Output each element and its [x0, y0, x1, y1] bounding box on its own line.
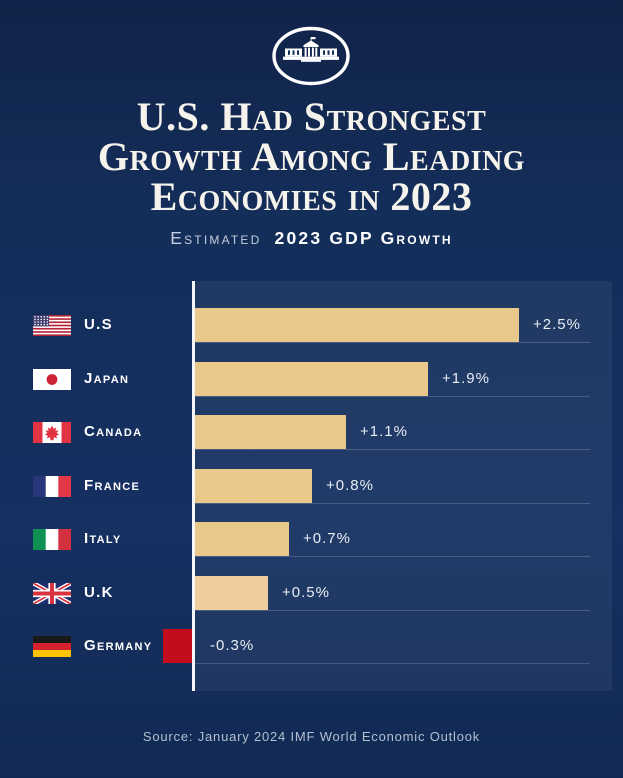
country-label-jp: Japan [84, 370, 130, 387]
chart-subtitle: Estimated 2023 GDP Growth [0, 228, 623, 249]
title-line-3: Economies in 2023 [150, 174, 473, 219]
flag-de [33, 635, 71, 657]
value-label-fr: +0.8% [326, 477, 374, 494]
flag-it [33, 528, 71, 550]
flag-ca [33, 421, 71, 443]
flag-us [33, 314, 71, 336]
row-gridline [193, 342, 590, 344]
it-flag-icon [33, 528, 71, 550]
bar-de [163, 629, 193, 663]
country-label-it: Italy [84, 530, 122, 547]
country-label-us: U.S [84, 316, 113, 333]
jp-flag-icon [33, 368, 71, 390]
value-label-jp: +1.9% [442, 370, 490, 387]
page-title: U.S. Had Strongest Growth Among Leading … [0, 97, 623, 217]
bar-us [193, 308, 519, 342]
country-label-fr: France [84, 477, 141, 494]
bar-uk [193, 576, 268, 610]
value-label-ca: +1.1% [360, 423, 408, 440]
country-label-de: Germany [84, 637, 153, 654]
bar-it [193, 522, 289, 556]
chart-axis-line [192, 281, 195, 691]
bar-jp [193, 362, 428, 396]
country-label-uk: U.K [84, 584, 114, 601]
fr-flag-icon [33, 475, 71, 497]
whitehouse-logo-icon [271, 25, 351, 87]
title-line-2: Growth Among Leading [97, 134, 526, 179]
row-gridline [193, 503, 590, 505]
row-gridline [193, 610, 590, 612]
subtitle-bold-text: 2023 GDP Growth [274, 228, 453, 248]
subtitle-light-text: Estimated [170, 228, 262, 248]
flag-jp [33, 368, 71, 390]
country-label-ca: Canada [84, 423, 143, 440]
bar-ca [193, 415, 346, 449]
row-gridline [193, 449, 590, 451]
value-label-it: +0.7% [303, 530, 351, 547]
uk-flag-icon [33, 582, 71, 604]
value-label-uk: +0.5% [282, 584, 330, 601]
flag-uk [33, 582, 71, 604]
row-gridline [193, 396, 590, 398]
de-flag-icon [33, 635, 71, 657]
us-flag-icon [33, 314, 71, 336]
bar-fr [193, 469, 312, 503]
title-line-1: U.S. Had Strongest [136, 94, 487, 139]
value-label-us: +2.5% [533, 316, 581, 333]
row-gridline [193, 556, 590, 558]
row-gridline [193, 663, 590, 665]
ca-flag-icon [33, 421, 71, 443]
flag-fr [33, 475, 71, 497]
value-label-de: -0.3% [210, 637, 255, 654]
source-caption: Source: January 2024 IMF World Economic … [142, 729, 481, 744]
